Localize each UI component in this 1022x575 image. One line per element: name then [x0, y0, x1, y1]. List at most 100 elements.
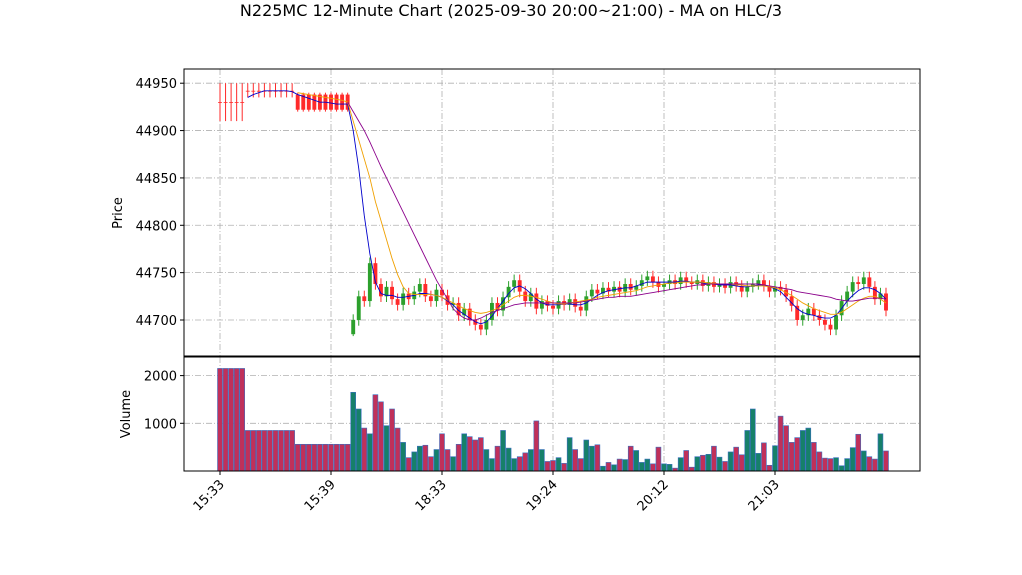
candle-body [367, 263, 372, 302]
volume-bar [572, 449, 578, 472]
y-tick-label: 44900 [136, 125, 177, 140]
volume-bar [494, 445, 501, 472]
candle-body [229, 102, 234, 103]
ma-line [247, 90, 887, 325]
volume-bar [483, 449, 490, 472]
volume-bar [589, 445, 595, 472]
volume-bar [738, 454, 745, 472]
volume-bar [877, 433, 884, 472]
candle-body [712, 282, 716, 287]
volume-bar [744, 430, 751, 472]
candle-body [312, 94, 317, 110]
volume-bar [849, 447, 856, 472]
volume-bar [361, 427, 368, 472]
candle-body [251, 90, 256, 92]
volume-bar [816, 451, 823, 472]
candle-body [551, 305, 555, 309]
volume-bar [405, 457, 412, 472]
candle-body [656, 282, 661, 287]
candle-body [240, 102, 245, 103]
volume-bar [422, 444, 429, 472]
volume-bar [705, 454, 712, 472]
candle-body [756, 280, 761, 285]
y-tick-label: 44800 [136, 219, 177, 234]
candle-body [617, 286, 622, 292]
volume-bar [683, 450, 689, 472]
candle-body [329, 94, 333, 110]
candle-body [761, 280, 766, 286]
candle-body [340, 94, 345, 110]
candle-body [634, 285, 639, 290]
volume-bar [433, 449, 440, 472]
volume-bar [283, 430, 290, 472]
candle-body [628, 284, 633, 290]
candle-body [379, 284, 383, 297]
candle-body [356, 296, 361, 321]
candle-body [689, 282, 694, 285]
candle-body [789, 296, 794, 306]
candle-body [456, 302, 461, 316]
volume-bar [444, 449, 451, 472]
volume-bar [733, 446, 739, 472]
volume-bar [861, 450, 867, 472]
candle-body [645, 276, 650, 281]
y-axis-label: Price [111, 197, 126, 229]
volume-bar [322, 443, 329, 472]
volume-bar [666, 464, 673, 472]
volume-bar [761, 442, 767, 472]
volume-bar [378, 401, 384, 472]
volume-bar [400, 442, 406, 472]
volume-bar [555, 457, 562, 472]
volume-bar [561, 463, 567, 472]
volume-bar [650, 463, 656, 472]
candle-body [440, 289, 444, 296]
volume-bar [772, 445, 778, 472]
candle-body [828, 324, 833, 330]
volume-bar [528, 449, 534, 472]
volume-bar [333, 443, 340, 472]
volume-bar [516, 456, 523, 472]
volume-bar [722, 461, 728, 472]
candle-body [878, 293, 883, 300]
candle-body [800, 315, 805, 321]
volume-bar [616, 458, 623, 472]
candle-body [717, 284, 722, 287]
volume-bar [827, 458, 834, 472]
candle-body [256, 90, 261, 92]
candle-body [678, 277, 683, 285]
volume-bar [544, 461, 551, 472]
volume-bar [611, 464, 617, 472]
volume-bar [750, 408, 756, 472]
price-frame [183, 68, 921, 357]
candle-body [750, 284, 755, 287]
candle-body [401, 293, 406, 305]
candle-body [390, 286, 394, 300]
volume-bar [655, 446, 662, 472]
chart-title: N225MC 12-Minute Chart (2025-09-30 20:00… [240, 1, 782, 20]
volume-bar [688, 466, 695, 472]
candle-body [739, 285, 744, 292]
candle-body [612, 286, 616, 292]
volume-bar [677, 457, 684, 472]
volume-bar [355, 408, 362, 472]
volume-bar [272, 430, 279, 472]
volume-bar [428, 456, 434, 472]
volume-axis-label: Volume [119, 390, 134, 438]
volume-bar [261, 430, 268, 472]
volume-bar [577, 458, 584, 472]
candle-body [334, 94, 339, 110]
candle-body [778, 286, 783, 290]
y-tick-label: 2000 [144, 370, 177, 385]
y-tick-label: 44700 [136, 314, 177, 329]
volume-bar [239, 368, 245, 472]
volume-bar [855, 433, 862, 472]
candle-body [539, 301, 544, 309]
volume-bar [794, 437, 800, 472]
candle-body [567, 299, 572, 305]
candle-body [817, 315, 822, 321]
volume-bar [250, 430, 257, 472]
volume-bar [455, 443, 462, 472]
volume-bar [450, 456, 456, 472]
volume-bar [811, 442, 817, 472]
candle-body [490, 302, 494, 321]
